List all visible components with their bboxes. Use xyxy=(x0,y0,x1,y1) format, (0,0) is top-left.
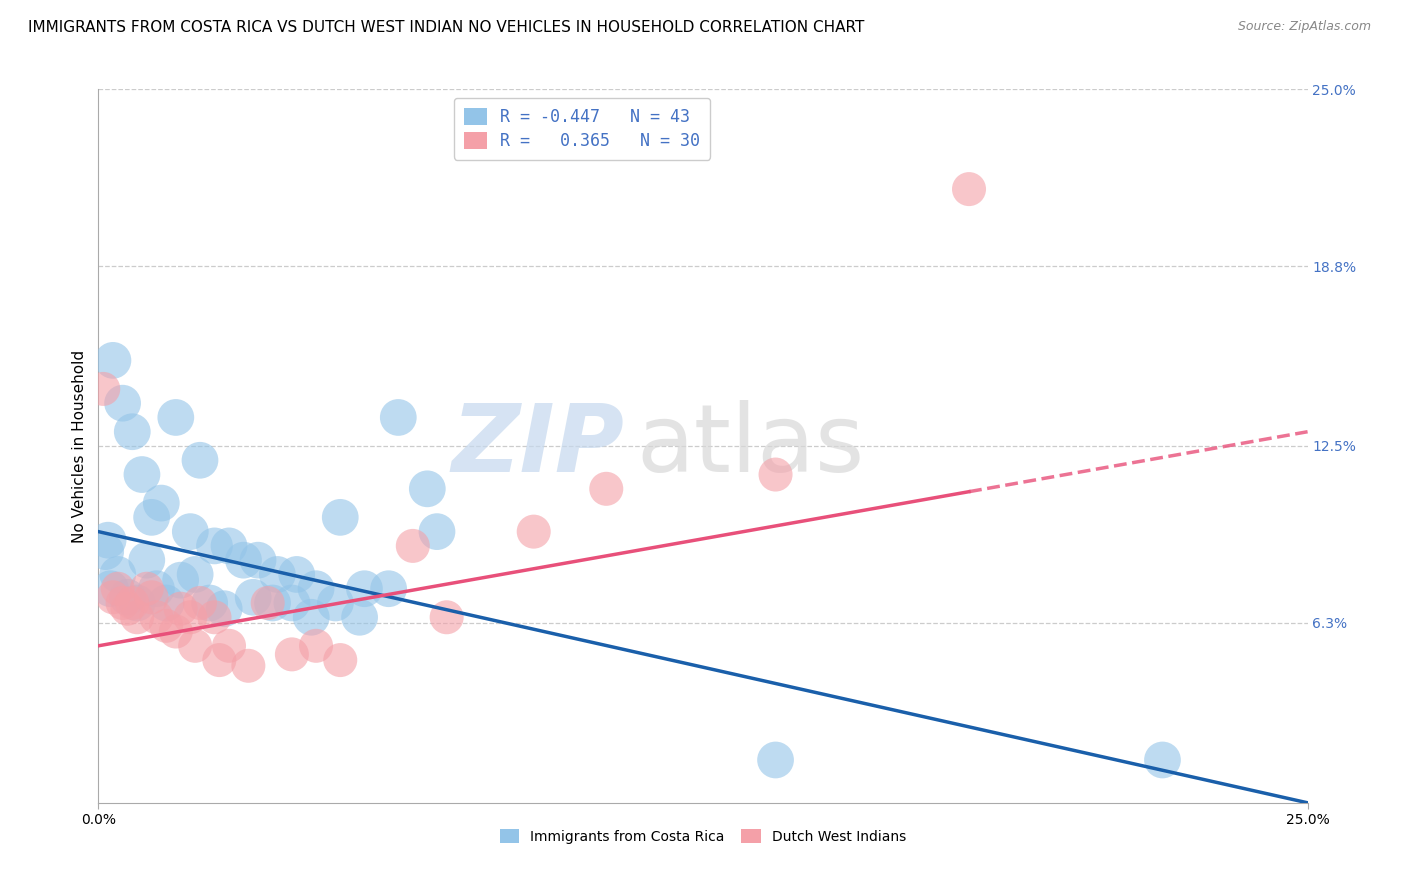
Point xyxy=(299,610,322,624)
Point xyxy=(238,658,260,673)
Point xyxy=(184,567,207,582)
Point xyxy=(91,382,114,396)
Text: Source: ZipAtlas.com: Source: ZipAtlas.com xyxy=(1237,20,1371,33)
Point xyxy=(198,596,221,610)
Text: ZIP: ZIP xyxy=(451,400,624,492)
Point xyxy=(165,410,187,425)
Point xyxy=(188,596,211,610)
Point xyxy=(117,591,139,605)
Point xyxy=(349,610,371,624)
Point xyxy=(281,648,304,662)
Point xyxy=(208,653,231,667)
Point xyxy=(107,567,129,582)
Point xyxy=(305,639,328,653)
Point xyxy=(325,596,347,610)
Point xyxy=(242,591,264,605)
Point xyxy=(169,573,191,587)
Point xyxy=(169,601,191,615)
Point xyxy=(179,524,201,539)
Point xyxy=(765,467,787,482)
Legend: Immigrants from Costa Rica, Dutch West Indians: Immigrants from Costa Rica, Dutch West I… xyxy=(495,823,911,849)
Point xyxy=(416,482,439,496)
Text: atlas: atlas xyxy=(637,400,865,492)
Point xyxy=(127,596,149,610)
Y-axis label: No Vehicles in Household: No Vehicles in Household xyxy=(72,350,87,542)
Point xyxy=(232,553,254,567)
Point xyxy=(262,596,284,610)
Point xyxy=(426,524,449,539)
Point xyxy=(256,596,278,610)
Point xyxy=(101,353,124,368)
Point xyxy=(111,396,134,410)
Point xyxy=(179,610,201,624)
Point xyxy=(281,596,304,610)
Point xyxy=(135,553,157,567)
Point xyxy=(957,182,980,196)
Point xyxy=(145,610,167,624)
Point xyxy=(135,582,157,596)
Point xyxy=(100,582,122,596)
Point xyxy=(377,582,399,596)
Point xyxy=(131,467,153,482)
Point xyxy=(150,496,173,510)
Point xyxy=(127,610,149,624)
Point xyxy=(101,591,124,605)
Point xyxy=(353,582,375,596)
Point xyxy=(247,553,270,567)
Text: IMMIGRANTS FROM COSTA RICA VS DUTCH WEST INDIAN NO VEHICLES IN HOUSEHOLD CORRELA: IMMIGRANTS FROM COSTA RICA VS DUTCH WEST… xyxy=(28,20,865,35)
Point xyxy=(402,539,425,553)
Point xyxy=(111,596,134,610)
Point xyxy=(436,610,458,624)
Point xyxy=(155,596,177,610)
Point xyxy=(145,582,167,596)
Point xyxy=(188,453,211,467)
Point xyxy=(305,582,328,596)
Point xyxy=(204,539,226,553)
Point xyxy=(94,544,117,558)
Point xyxy=(155,619,177,633)
Point xyxy=(266,567,288,582)
Point xyxy=(329,653,352,667)
Point xyxy=(141,591,163,605)
Point xyxy=(218,639,240,653)
Point xyxy=(523,524,546,539)
Point xyxy=(97,533,120,548)
Point xyxy=(595,482,617,496)
Point xyxy=(285,567,308,582)
Point xyxy=(329,510,352,524)
Point xyxy=(765,753,787,767)
Point xyxy=(1152,753,1174,767)
Point xyxy=(107,582,129,596)
Point xyxy=(121,596,143,610)
Point xyxy=(141,510,163,524)
Point xyxy=(165,624,187,639)
Point xyxy=(218,539,240,553)
Point xyxy=(212,601,235,615)
Point xyxy=(117,601,139,615)
Point xyxy=(184,639,207,653)
Point xyxy=(387,410,409,425)
Point xyxy=(204,610,226,624)
Point xyxy=(121,425,143,439)
